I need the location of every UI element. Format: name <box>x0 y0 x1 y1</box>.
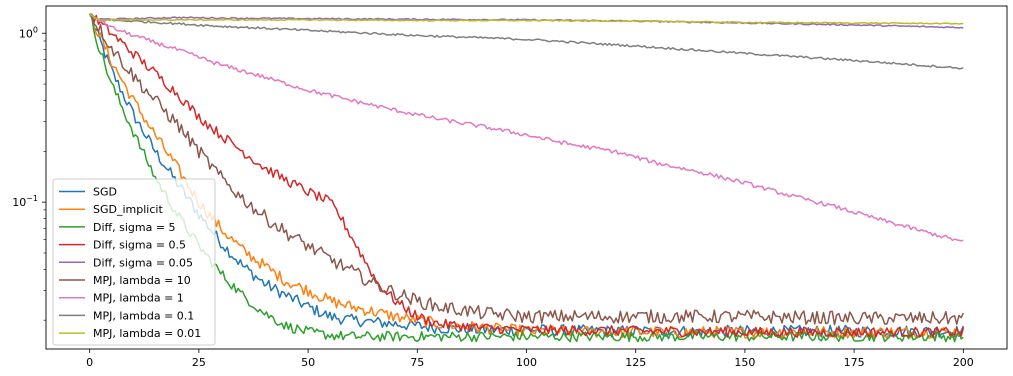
legend-label: Diff, sigma = 0.5 <box>93 239 186 252</box>
legend-box <box>52 178 216 346</box>
series-line-8 <box>89 13 964 70</box>
series-line-1 <box>89 13 965 338</box>
series-line-3 <box>89 13 964 343</box>
series-lines <box>89 13 965 343</box>
series-line-9 <box>89 13 964 25</box>
series-line-6 <box>89 13 964 326</box>
x-tick-label: 200 <box>953 356 974 369</box>
series-line-4 <box>89 13 965 338</box>
x-tick-label: 0 <box>86 356 93 369</box>
y-tick-label: 10−1 <box>12 194 38 209</box>
legend: SGD SGD_implicit Diff, sigma = 5 Diff, sigm… <box>52 178 216 346</box>
x-axis-ticks: 0 25 50 75 100 125 150 175 200 <box>86 349 974 369</box>
legend-label: Diff, sigma = 0.05 <box>93 256 193 269</box>
x-tick-label: 125 <box>625 356 646 369</box>
series-line-7 <box>89 13 964 242</box>
series-line-5 <box>89 13 964 29</box>
x-tick-label: 175 <box>844 356 865 369</box>
legend-label: MPJ, lambda = 0.1 <box>93 309 194 322</box>
legend-label: Diff, sigma = 5 <box>93 221 176 234</box>
legend-label: MPJ, lambda = 1 <box>93 292 184 305</box>
x-tick-label: 25 <box>192 356 206 369</box>
x-tick-label: 150 <box>734 356 755 369</box>
x-tick-label: 50 <box>301 356 315 369</box>
y-axis-ticks: 10−1 100 <box>12 25 46 321</box>
legend-label: MPJ, lambda = 10 <box>93 274 191 287</box>
x-tick-label: 100 <box>516 356 537 369</box>
x-tick-label: 75 <box>410 356 424 369</box>
legend-label: MPJ, lambda = 0.01 <box>93 327 201 340</box>
series-line-2 <box>89 13 965 339</box>
legend-label: SGD <box>93 186 117 199</box>
y-tick-label: 100 <box>19 25 38 40</box>
legend-label: SGD_implicit <box>93 203 163 216</box>
